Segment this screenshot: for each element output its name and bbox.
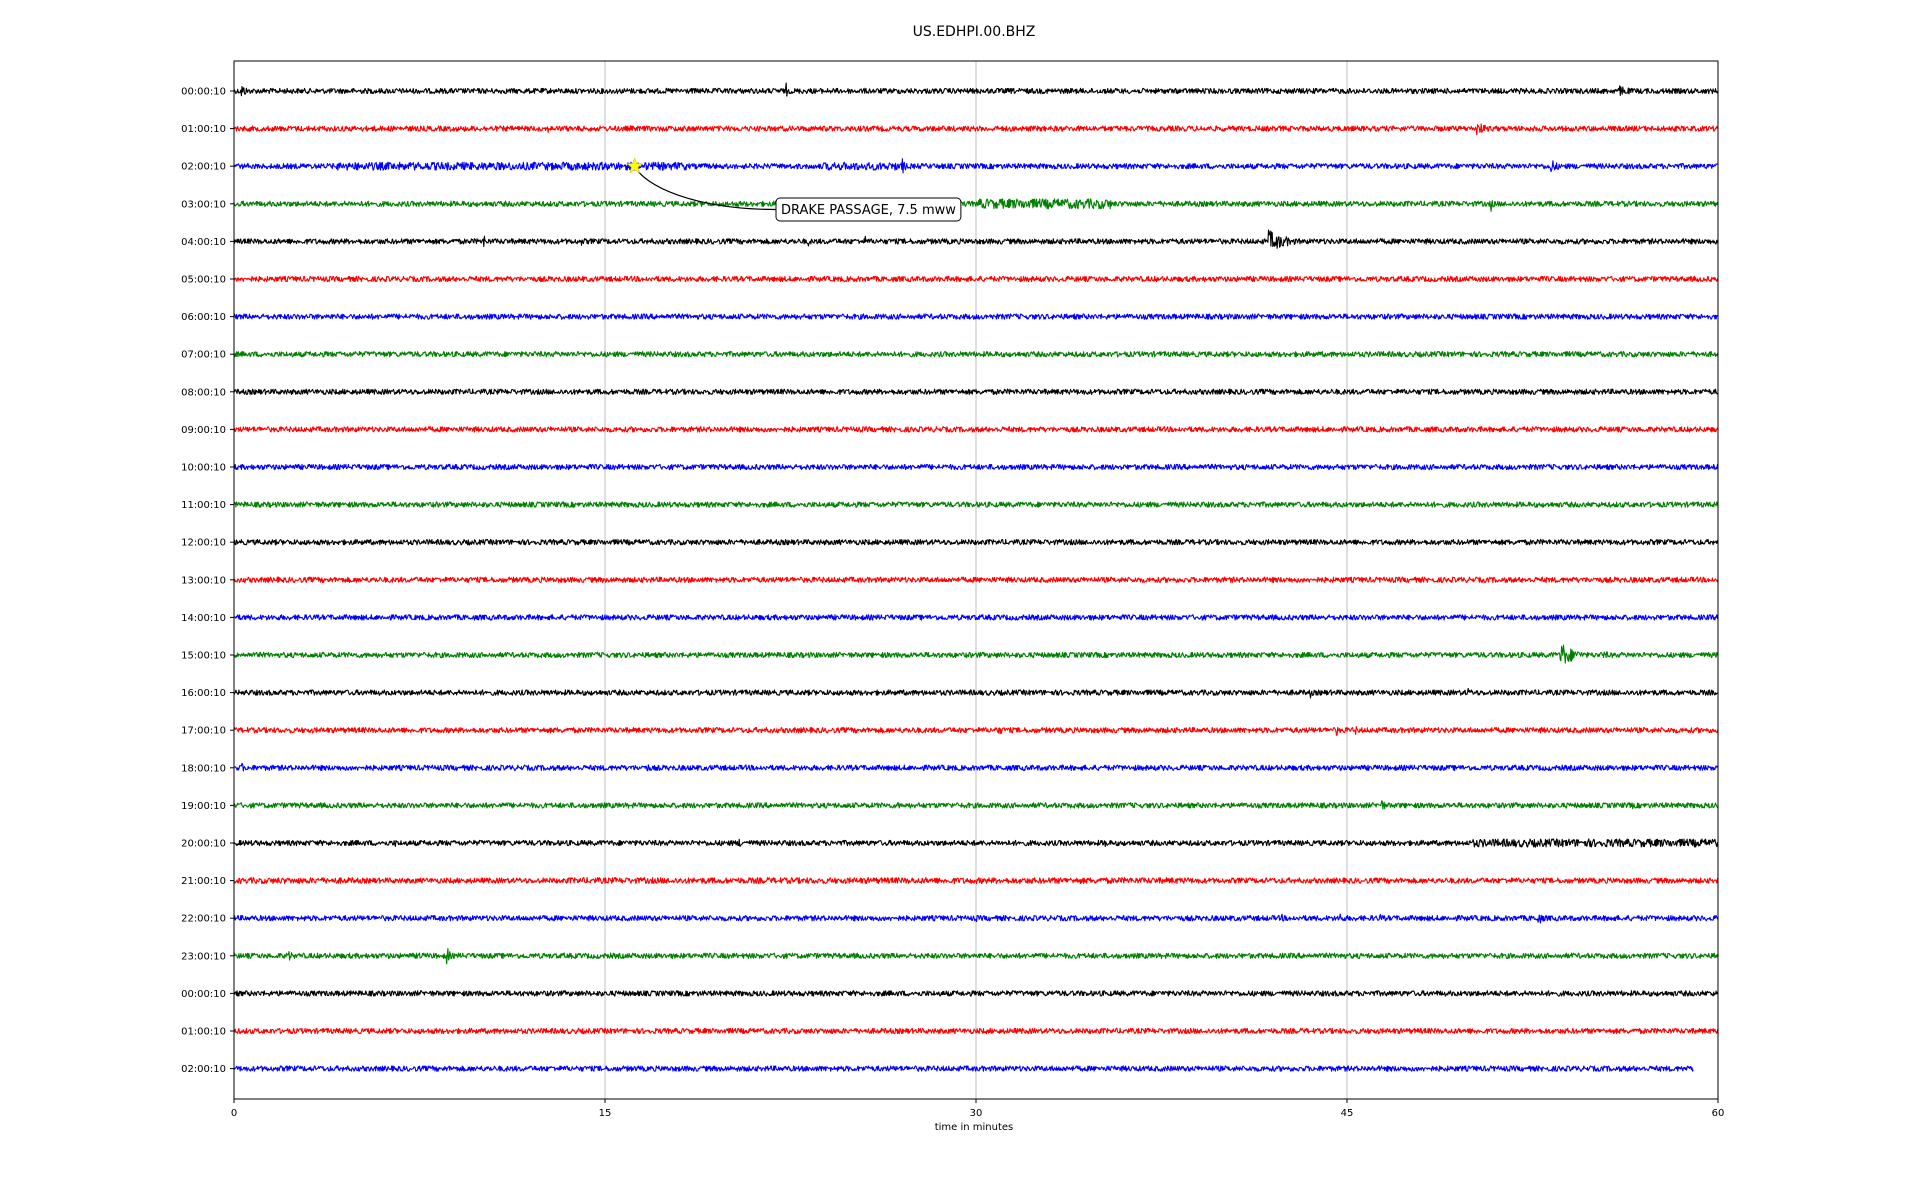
- chart-title: US.EDHPI.00.BHZ: [913, 24, 1036, 40]
- y-tick-label: 09:00:10: [181, 425, 226, 436]
- trace-line: [233, 800, 1719, 810]
- y-tick-label: 03:00:10: [181, 199, 226, 210]
- trace-line: [233, 350, 1719, 358]
- y-tick-label: 13:00:10: [181, 575, 226, 586]
- trace-line: [233, 1065, 1694, 1072]
- y-tick-label: 14:00:10: [181, 613, 226, 624]
- y-tick-label: 16:00:10: [181, 688, 226, 699]
- trace-line: [233, 313, 1719, 320]
- y-tick-label: 15:00:10: [181, 651, 226, 662]
- trace-lines: [233, 82, 1719, 1072]
- trace-line: [233, 762, 1719, 772]
- trace-line: [233, 687, 1719, 699]
- trace-line: [233, 388, 1719, 396]
- trace-line: [233, 948, 1719, 965]
- y-tick-label: 05:00:10: [181, 275, 226, 286]
- x-tick-label: 0: [231, 1108, 237, 1119]
- y-tick-label: 18:00:10: [181, 763, 226, 774]
- trace-line: [233, 538, 1719, 546]
- x-tick-labels: 0 15 30 45 60: [231, 1099, 1725, 1119]
- trace-line: [233, 1027, 1719, 1035]
- y-tick-label: 23:00:10: [181, 951, 226, 962]
- y-tick-label: 08:00:10: [181, 387, 226, 398]
- trace-line: [233, 501, 1719, 508]
- y-tick-label: 21:00:10: [181, 876, 226, 887]
- y-tick-label: 01:00:10: [181, 124, 226, 135]
- y-tick-label: 19:00:10: [181, 801, 226, 812]
- trace-line: [233, 229, 1719, 249]
- trace-line: [233, 426, 1719, 433]
- trace-line: [233, 198, 1719, 212]
- trace-line: [233, 644, 1719, 664]
- x-axis-label: time in minutes: [935, 1122, 1014, 1133]
- y-tick-label: 00:00:10: [181, 989, 226, 1000]
- y-tick-label: 01:00:10: [181, 1027, 226, 1038]
- y-tick-label: 00:00:10: [181, 87, 226, 98]
- y-tick-label: 02:00:10: [181, 1064, 226, 1075]
- y-tick-label: 17:00:10: [181, 726, 226, 737]
- event-star-marker: [626, 157, 644, 174]
- trace-line: [233, 123, 1719, 136]
- x-tick-label: 60: [1712, 1108, 1725, 1119]
- y-tick-labels: 00:00:10 01:00:10 02:00:10 03:00:10 04:00:10…: [181, 87, 234, 1075]
- trace-line: [233, 913, 1719, 924]
- annotation-label: DRAKE PASSAGE, 7.5 mww: [781, 203, 956, 218]
- trace-line: [233, 576, 1719, 584]
- y-tick-label: 11:00:10: [181, 500, 226, 511]
- trace-line: [233, 726, 1719, 736]
- trace-line: [233, 463, 1719, 471]
- trace-line: [233, 990, 1719, 997]
- x-tick-label: 15: [599, 1108, 612, 1119]
- annotation-box: [775, 197, 962, 222]
- x-tick-label: 30: [970, 1108, 983, 1119]
- trace-line: [233, 275, 1719, 283]
- y-tick-label: 20:00:10: [181, 839, 226, 850]
- y-tick-label: 22:00:10: [181, 914, 226, 925]
- trace-line: [233, 838, 1719, 848]
- event-annotation: DRAKE PASSAGE, 7.5 mww: [626, 157, 962, 222]
- annotation-arrow: [634, 165, 777, 211]
- y-tick-label: 02:00:10: [181, 162, 226, 173]
- y-tick-label: 12:00:10: [181, 538, 226, 549]
- trace-line: [233, 82, 1719, 97]
- trace-line: [233, 877, 1719, 885]
- x-tick-label: 45: [1341, 1108, 1354, 1119]
- y-tick-label: 10:00:10: [181, 463, 226, 474]
- trace-line: [233, 158, 1718, 174]
- trace-line: [233, 614, 1719, 621]
- y-tick-label: 07:00:10: [181, 350, 226, 361]
- y-tick-label: 06:00:10: [181, 312, 226, 323]
- y-tick-label: 04:00:10: [181, 237, 226, 248]
